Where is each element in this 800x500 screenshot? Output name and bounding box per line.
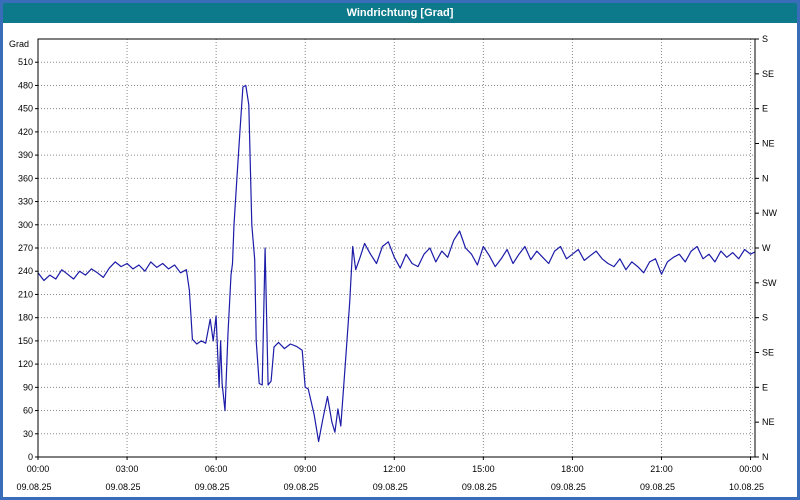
y-axis-unit-label: Grad xyxy=(9,39,29,49)
x-tick-date-label: 09.08.25 xyxy=(640,482,675,492)
x-tick-time-label: 21:00 xyxy=(650,464,673,474)
x-tick-time-label: 18:00 xyxy=(561,464,584,474)
y-tick-label: 210 xyxy=(18,289,33,299)
y-tick-label: 270 xyxy=(18,243,33,253)
y-tick-label: 60 xyxy=(23,406,33,416)
y-tick-label: 300 xyxy=(18,220,33,230)
x-tick-date-label: 09.08.25 xyxy=(195,482,230,492)
chart-area: Grad 0 30 60 90 120 150 180 210 240 270 300 330 360 39… xyxy=(3,23,797,497)
y-tick-label: 450 xyxy=(18,104,33,114)
compass-label: SE xyxy=(762,348,774,358)
x-tick-time-label: 12:00 xyxy=(383,464,406,474)
y-tick-label: 480 xyxy=(18,80,33,90)
compass-label: NW xyxy=(762,208,777,218)
compass-label: E xyxy=(762,104,768,114)
compass-label: SW xyxy=(762,278,777,288)
y-tick-label: 420 xyxy=(18,127,33,137)
x-tick-date-label: 10.08.25 xyxy=(729,482,764,492)
x-tick-time-label: 15:00 xyxy=(472,464,495,474)
x-tick-date-label: 09.08.25 xyxy=(462,482,497,492)
y-tick-label: 510 xyxy=(18,57,33,67)
x-tick-time-label: 06:00 xyxy=(205,464,228,474)
compass-label: W xyxy=(762,243,771,253)
compass-label: S xyxy=(762,313,768,323)
y-tick-label: 120 xyxy=(18,359,33,369)
x-tick-date-label: 09.08.25 xyxy=(373,482,408,492)
y-tick-label: 30 xyxy=(23,429,33,439)
y-tick-label: 150 xyxy=(18,336,33,346)
window-title: Windrichtung [Grad] xyxy=(3,3,797,23)
y-tick-label: 180 xyxy=(18,313,33,323)
y-tick-label: 0 xyxy=(28,452,33,462)
y-tick-label: 330 xyxy=(18,197,33,207)
x-tick-date-label: 09.08.25 xyxy=(106,482,141,492)
x-tick-date-label: 09.08.25 xyxy=(284,482,319,492)
compass-label: S xyxy=(762,34,768,44)
compass-label: NE xyxy=(762,139,775,149)
y-tick-label: 360 xyxy=(18,173,33,183)
compass-label: NE xyxy=(762,417,775,427)
compass-label: N xyxy=(762,452,769,462)
x-tick-time-label: 00:00 xyxy=(27,464,50,474)
y-tick-label: 240 xyxy=(18,266,33,276)
x-tick-time-label: 03:00 xyxy=(116,464,139,474)
x-tick-date-label: 09.08.25 xyxy=(16,482,51,492)
y-tick-label: 390 xyxy=(18,150,33,160)
x-tick-time-label: 09:00 xyxy=(294,464,317,474)
wind-direction-line xyxy=(37,84,756,443)
compass-label: N xyxy=(762,173,769,183)
compass-label: SE xyxy=(762,69,774,79)
compass-label: E xyxy=(762,382,768,392)
x-tick-date-label: 09.08.25 xyxy=(551,482,586,492)
y-tick-label: 90 xyxy=(23,382,33,392)
wind-direction-chart: Grad 0 30 60 90 120 150 180 210 240 270 300 330 360 39… xyxy=(9,34,777,492)
x-tick-time-label: 00:00 xyxy=(739,464,762,474)
